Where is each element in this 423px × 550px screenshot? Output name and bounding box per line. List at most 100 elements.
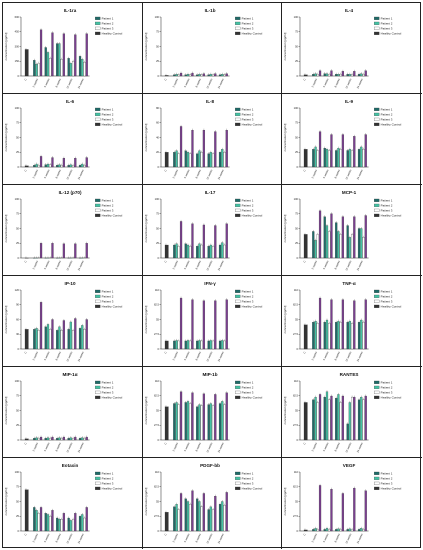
bar-patient-2-4-weeks [186,501,189,532]
bar-healthy-control-24-weeks [225,392,228,441]
bar-patient-2-2-weeks [35,437,38,441]
y-tick-label: 50 [16,136,19,140]
bar-patient-2-8-weeks [197,501,201,532]
y-tick-label: 75 [295,212,298,216]
bar-patient-2-8-weeks [337,231,340,259]
bar-healthy-control-12-weeks [74,158,77,168]
bar-patient-1-24-weeks [78,328,82,350]
bar-patient-2-12-weeks [349,402,352,441]
bar-patient-1-2-weeks [172,152,176,168]
y-tick-label: 100 [15,470,20,474]
y-tick-label: 100 [15,106,20,110]
y-axis-label: concentration [pg/ml] [283,123,287,151]
bar-healthy-control-4-weeks [191,299,194,350]
legend-swatch-healthy-control [374,486,380,490]
x-tick-label: 8 weeks [194,532,202,543]
bar-patient-2-4-weeks [326,528,329,532]
bar-patient-2-12-weeks [349,149,352,168]
legend-swatch-patient-3 [234,117,240,121]
bar-patient-3-8-weeks [60,438,63,441]
bar-healthy-control-4-weeks [51,32,54,77]
legend-label-patient-2: Patient 2 [102,294,114,298]
bar-patient-1-12-weeks [346,225,350,259]
bar-healthy-control-c [24,49,29,77]
bar-patient-2-8-weeks [337,147,340,168]
chart-title: IP-10 [65,281,76,286]
bar-patient-2-12-weeks [349,320,352,350]
legend-swatch-patient-1 [95,107,101,111]
bar-patient-3-12-weeks [72,438,75,441]
bar-patient-3-8-weeks [60,165,63,168]
x-tick-label: 24 weeks [356,532,365,544]
bar-healthy-control-24-weeks [85,243,88,259]
y-tick-label: 40 [156,136,159,140]
bar-patient-3-12-weeks [351,323,354,350]
bar-patient-1-4-weeks [184,498,187,532]
chart-title: TNF-α [343,281,356,286]
legend-swatch-healthy-control [95,486,101,490]
bar-patient-2-24-weeks [360,73,363,77]
y-tick-label: 25 [295,150,298,154]
bar-patient-1-24-weeks [78,56,82,77]
legend-label-patient-2: Patient 2 [102,476,114,480]
x-tick-label: 8 weeks [334,168,342,179]
y-tick-label: 25 [16,150,19,154]
bar-patient-3-8-weeks [60,59,63,77]
bar-patient-2-2-weeks [175,74,178,77]
legend-swatch-patient-1 [95,16,101,20]
bar-patient-1-2-weeks [312,529,315,532]
y-tick-label: 600 [15,15,20,19]
legend-swatch-patient-3 [374,117,380,121]
x-tick-label: C [163,533,167,537]
bar-healthy-control-4-weeks [330,395,333,441]
bar-healthy-control-4-weeks [330,299,333,350]
chart-svg-mip-1b: MIP-1b concentration [pg/ml] 0 27.5 55 82.5 11… [144,372,263,453]
bar-patient-2-24-weeks [360,146,363,168]
bar-patient-3-4-weeks [328,150,331,168]
bar-healthy-control-2-weeks [39,507,43,532]
bar-healthy-control-24-weeks [365,215,368,259]
y-tick-label: 50 [16,227,19,231]
chart-panel-il-12-p70: IL-12 (p70) concentration [pg/ml] 0 25 50 75 1… [3,185,143,276]
x-tick-label: 8 weeks [194,350,202,361]
x-tick-label: 8 weeks [334,532,342,543]
legend-label-patient-2: Patient 2 [241,385,253,389]
bar-patient-3-2-weeks [317,74,320,77]
legend-label-healthy-control: Healthy Control [241,304,262,308]
legend-label-patient-1: Patient 1 [241,198,253,202]
legend-swatch-healthy-control [95,213,101,217]
legend-label-healthy-control: Healthy Control [102,395,123,399]
y-tick-label: 75 [16,485,19,489]
x-tick-label: 2 weeks [311,77,319,88]
y-tick-label: 0 [297,347,299,351]
bar-patient-1-12-weeks [346,529,350,532]
y-tick-label: 75 [156,30,159,34]
chart-panel-tnf: TNF-α concentration [pg/ml] 0 27.5 55 82.5 110… [282,276,422,367]
x-tick-label: 2 weeks [311,441,319,452]
x-tick-label: 2 weeks [31,259,39,270]
legend-label-patient-3: Patient 3 [381,26,393,30]
bar-healthy-control-c [304,149,308,168]
y-tick-label: 80 [156,106,159,110]
bar-patient-3-24-weeks [223,244,226,259]
legend-label-healthy-control: Healthy Control [102,31,123,35]
bar-patient-2-8-weeks [337,528,340,532]
y-tick-label: 27.5 [293,514,299,518]
chart-panel-ifn: IFN-γ concentration [pg/ml] 0 27.5 55 82.5 110… [142,276,283,367]
y-tick-label: 50 [156,227,159,231]
bar-patient-2-8-weeks [197,243,201,259]
legend-swatch-patient-3 [234,299,240,303]
chart-panel-pdgf-bb: PDGF-bb concentration [pg/ml] 0 27.5 55 82.5 1… [143,458,283,549]
bar-healthy-control-c [164,75,169,77]
y-tick-label: 0 [18,165,20,169]
y-tick-label: 50 [295,227,298,231]
chart-svg-tnf: TNF-α concentration [pg/ml] 0 27.5 55 82.5 110… [283,281,402,362]
x-tick-label: 8 weeks [194,441,202,452]
bar-patient-2-4-weeks [186,152,189,168]
legend-label-patient-1: Patient 1 [241,107,253,111]
legend-label-patient-3: Patient 3 [102,390,114,394]
bar-healthy-control-c [24,489,29,532]
bar-healthy-control-24-weeks [365,395,368,441]
chart-svg-ifn: IFN-γ concentration [pg/ml] 0 27.5 55 82.5 110… [144,281,263,362]
legend-swatch-patient-2 [95,385,101,389]
